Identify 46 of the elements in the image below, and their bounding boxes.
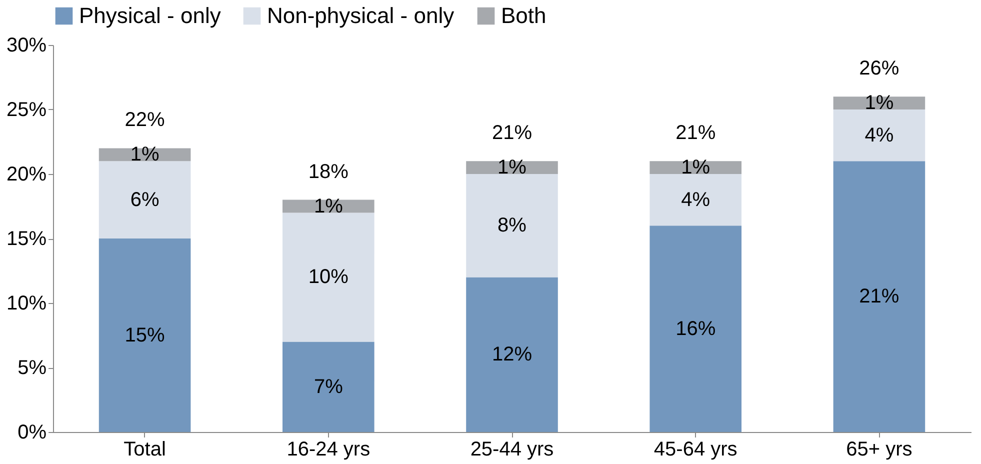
data-label: 7% — [314, 376, 344, 398]
bar — [282, 212, 374, 342]
data-label: 1% — [864, 92, 894, 114]
y-tick-label: 25% — [6, 99, 47, 121]
bar — [833, 161, 926, 432]
total-label: 18% — [308, 160, 349, 183]
bar — [98, 238, 191, 432]
y-tick-label: 20% — [6, 164, 47, 186]
y-tick-label: 15% — [6, 228, 47, 250]
total-label: 21% — [676, 122, 716, 144]
y-tick-label: 5% — [18, 357, 47, 379]
data-label: 1% — [498, 156, 527, 179]
y-tick-label: 10% — [6, 292, 47, 314]
data-label: 12% — [492, 344, 532, 366]
x-tick-label: Total — [124, 438, 166, 460]
data-label: 1% — [681, 156, 710, 179]
y-tick-label: 30% — [6, 34, 47, 56]
legend-label: Both — [501, 3, 546, 28]
data-label: 6% — [130, 188, 160, 211]
data-label: 1% — [130, 144, 160, 166]
legend-label: Non-physical - only — [267, 3, 454, 28]
bar — [466, 174, 558, 278]
y-tick-label: 0% — [18, 422, 47, 444]
bar — [650, 174, 742, 226]
total-label: 22% — [124, 109, 166, 132]
data-label: 21% — [859, 286, 900, 308]
data-label: 4% — [681, 188, 710, 211]
data-label: 15% — [124, 324, 166, 346]
data-label: 4% — [864, 124, 894, 146]
x-tick-label: 25-44 yrs — [470, 438, 554, 460]
bar — [98, 161, 191, 238]
x-tick-label: 65+ yrs — [846, 438, 912, 460]
data-label: 10% — [308, 266, 349, 288]
data-label: 16% — [676, 318, 716, 340]
bar — [282, 342, 374, 432]
x-tick-label: 16-24 yrs — [286, 438, 370, 460]
data-label: 8% — [498, 214, 527, 237]
total-label: 26% — [859, 58, 900, 80]
total-label: 21% — [492, 122, 532, 144]
bar — [466, 277, 558, 432]
bar — [833, 110, 926, 162]
legend-label: Physical - only — [79, 3, 221, 28]
data-label: 1% — [314, 195, 344, 218]
bar — [466, 161, 558, 174]
x-tick-label: 45-64 yrs — [654, 438, 738, 460]
bar — [650, 226, 742, 432]
